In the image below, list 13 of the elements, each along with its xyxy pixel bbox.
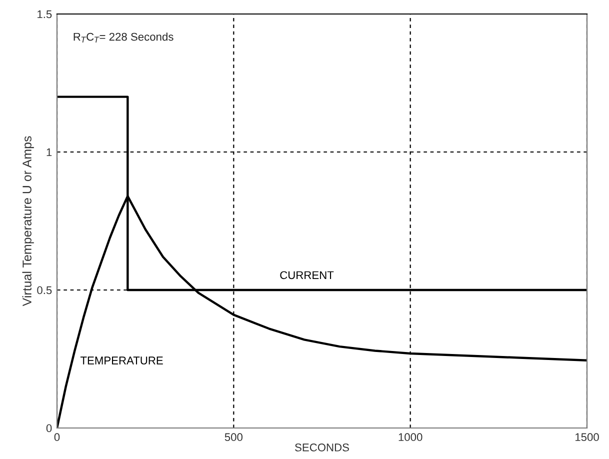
y-axis-title: Virtual Temperature U or Amps xyxy=(22,136,34,306)
y-tick-label: 0.5 xyxy=(37,286,52,294)
x-tick-label: 500 xyxy=(224,433,242,442)
y-tick-label: 0 xyxy=(46,424,52,432)
x-tick-label: 0 xyxy=(54,433,60,442)
x-tick-label: 1500 xyxy=(575,433,599,442)
annotation: R$_{T}$C$_{T}$= 228 Seconds xyxy=(74,32,174,42)
x-axis-title: SECONDS xyxy=(295,444,349,452)
series-label: CURRENT xyxy=(280,271,334,280)
y-tick-label: 1.5 xyxy=(38,10,52,18)
series-label: TEMPERATURE xyxy=(80,356,163,364)
y-tick-label: 1 xyxy=(46,148,52,156)
x-tick-label: 1000 xyxy=(398,433,422,442)
